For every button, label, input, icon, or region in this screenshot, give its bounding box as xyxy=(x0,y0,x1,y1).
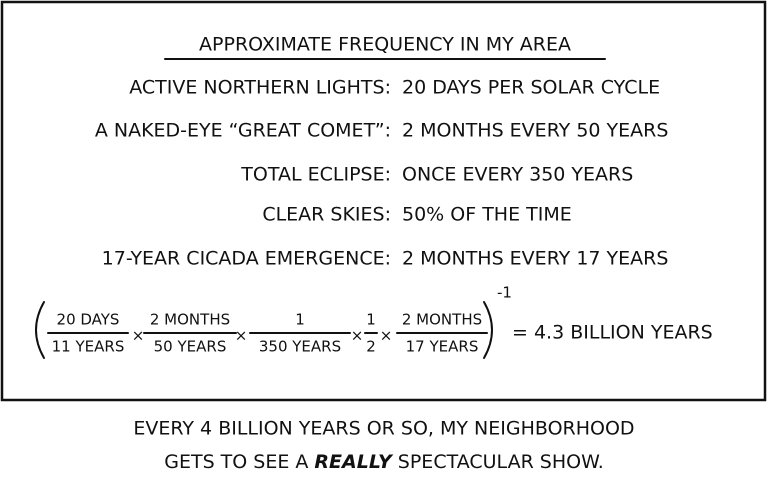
row-value: 50% OF THE TIME xyxy=(402,204,572,226)
numerator: 1 xyxy=(295,311,305,329)
denominator: 17 YEARS xyxy=(406,338,479,356)
right-paren xyxy=(483,301,493,359)
denominator: 50 YEARS xyxy=(154,338,227,356)
left-paren xyxy=(35,301,45,359)
numerator: 2 MONTHS xyxy=(150,311,230,329)
operator: × xyxy=(351,327,364,345)
caption-line: GETS TO SEE A REALLY SPECTACULAR SHOW. xyxy=(164,451,604,473)
denominator: 11 YEARS xyxy=(52,338,125,356)
row-label: CLEAR SKIES: xyxy=(262,204,391,226)
denominator: 2 xyxy=(366,338,376,356)
numerator: 20 DAYS xyxy=(57,311,120,329)
row-label: TOTAL ECLIPSE: xyxy=(240,164,391,186)
caption-text: GETS TO SEE A xyxy=(164,451,314,473)
row-value: 2 MONTHS EVERY 50 YEARS xyxy=(402,120,668,142)
caption-emphasis: REALLY xyxy=(314,451,394,473)
exponent: -1 xyxy=(497,284,512,302)
row-value: 2 MONTHS EVERY 17 YEARS xyxy=(402,248,668,270)
row-value: 20 DAYS PER SOLAR CYCLE xyxy=(402,77,660,99)
row-value: ONCE EVERY 350 YEARS xyxy=(402,164,633,186)
caption-text: SPECTACULAR SHOW. xyxy=(392,451,604,473)
panel-border xyxy=(0,0,767,402)
operator: × xyxy=(235,327,248,345)
row-label: 17-YEAR CICADA EMERGENCE: xyxy=(102,248,391,270)
frequency-list: ACTIVE NORTHERN LIGHTS: 20 DAYS PER SOLAR… xyxy=(95,77,669,270)
row-label: A NAKED-EYE “GREAT COMET”: xyxy=(95,120,391,142)
operator: × xyxy=(380,327,393,345)
numerator: 1 xyxy=(366,311,376,329)
row-label: ACTIVE NORTHERN LIGHTS: xyxy=(129,77,391,99)
formula: 20 DAYS 11 YEARS 2 MONTHS 50 YEARS 1 350 YEAR… xyxy=(35,284,713,359)
denominator: 350 YEARS xyxy=(259,338,341,356)
result: = 4.3 BILLION YEARS xyxy=(512,322,713,344)
panel-title: APPROXIMATE FREQUENCY IN MY AREA xyxy=(199,34,571,56)
numerator: 2 MONTHS xyxy=(402,311,482,329)
operator: × xyxy=(132,327,145,345)
caption-line: EVERY 4 BILLION YEARS OR SO, MY NEIGHBOR… xyxy=(133,418,634,440)
